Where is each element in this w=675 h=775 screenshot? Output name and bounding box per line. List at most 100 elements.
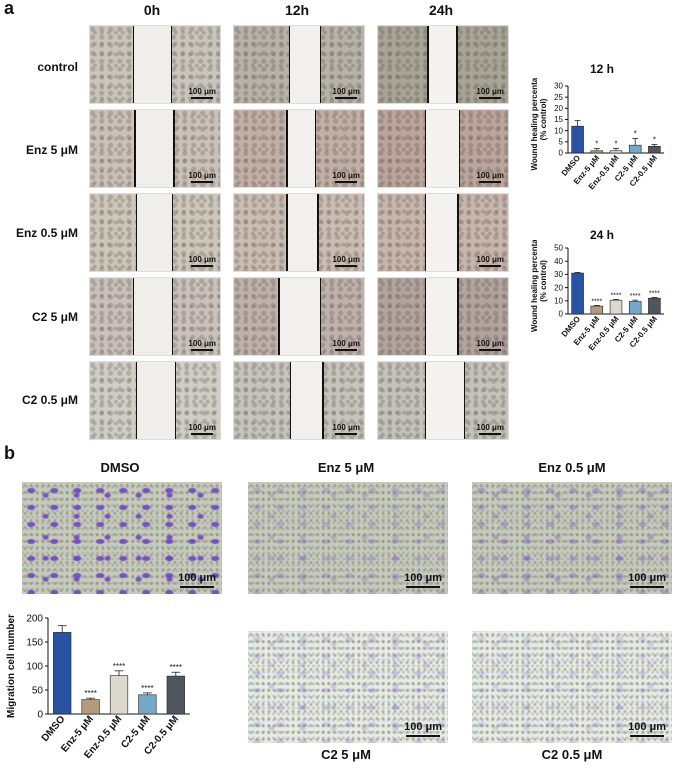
wound-image: 100 μm xyxy=(377,193,509,272)
chart-24h: 0 10 20 30 40 50 Wound healing percentage (% co… xyxy=(528,229,673,370)
cell-layer-left xyxy=(234,110,286,187)
wound-edge-line xyxy=(457,278,459,355)
wound-image: 100 μm xyxy=(233,361,365,440)
cell-layer-right xyxy=(171,194,220,271)
scale-bar: 100 μm xyxy=(332,255,360,267)
scale-bar-line xyxy=(191,181,214,183)
mig-title-c2-05: C2 0.5 μM xyxy=(541,747,603,762)
wound-edge-line xyxy=(135,194,137,271)
scale-bar-label: 100 μm xyxy=(476,423,504,432)
scale-bar-line xyxy=(191,433,214,435)
cell-layer-left xyxy=(234,194,286,271)
y-tick-label: 50 xyxy=(32,685,44,696)
cell-layer-left xyxy=(234,26,289,103)
wound-image: 100 μm xyxy=(89,277,221,356)
significance-marker: **** xyxy=(591,298,602,305)
cell-layer-right xyxy=(319,26,364,103)
bar xyxy=(53,632,72,715)
scale-bar-label: 100 μm xyxy=(188,171,216,180)
wound-edge-line xyxy=(173,110,175,187)
scale-bar-label: 100 μm xyxy=(404,721,442,733)
bar xyxy=(81,699,100,715)
wound-edge-line xyxy=(286,194,288,271)
scale-bar-label: 100 μm xyxy=(188,339,216,348)
chart-12h-title: 12 h xyxy=(590,62,615,76)
row-label-control: control xyxy=(37,60,78,74)
wound-image: 100 μm xyxy=(89,193,221,272)
scale-bar-label: 100 μm xyxy=(476,171,504,180)
y-tick-label: 20 xyxy=(554,283,563,292)
cell-layer-left xyxy=(90,278,133,355)
cell-layer-right xyxy=(456,26,508,103)
scale-bar-line xyxy=(406,735,441,737)
wound-edge-line xyxy=(289,362,292,439)
scale-bar: 100 μm xyxy=(628,721,666,737)
significance-marker: * xyxy=(634,129,637,138)
scale-bar: 100 μm xyxy=(476,255,504,267)
scale-bar-line xyxy=(335,97,358,99)
cell-layer-left xyxy=(378,194,425,271)
cell-layer-right xyxy=(174,362,220,439)
chart-12h: 0 5 10 15 20 25 30 Wound healing percentage (% c… xyxy=(528,68,673,213)
wound-image: 100 μm xyxy=(89,361,221,440)
significance-marker: **** xyxy=(170,663,182,672)
scale-bar: 100 μm xyxy=(332,87,360,99)
cell-layer-right xyxy=(314,110,364,187)
row-label-enz-05: Enz 0.5 μM xyxy=(15,226,78,240)
scale-bar: 100 μm xyxy=(476,87,504,99)
scale-bar-line xyxy=(406,586,441,588)
cell-layer-left xyxy=(90,194,136,271)
y-axis-label: Migration cell number xyxy=(6,614,17,718)
mig-title-enz-05: Enz 0.5 μM xyxy=(538,460,606,475)
wound-image: 100 μm xyxy=(377,109,509,188)
scale-bar-line xyxy=(191,265,214,267)
bar xyxy=(138,694,157,715)
wound-edge-line xyxy=(319,278,322,355)
x-tick-label: DMSO xyxy=(40,714,68,744)
cell-layer-left xyxy=(378,362,425,439)
scale-bar-line xyxy=(479,265,502,267)
y-tick-label: 0 xyxy=(37,709,43,720)
scale-bar: 100 μm xyxy=(188,87,216,99)
scale-bar: 100 μm xyxy=(332,339,360,351)
bar xyxy=(648,146,661,154)
scale-bar-line xyxy=(479,97,502,99)
y-tick-label: 25 xyxy=(554,93,563,102)
wound-image: 100 μm xyxy=(233,109,365,188)
scale-bar-label: 100 μm xyxy=(332,423,360,432)
wound-edge-line xyxy=(457,194,459,271)
wound-edge-line xyxy=(317,194,319,271)
scale-bar-line xyxy=(180,586,215,588)
scale-bar-label: 100 μm xyxy=(476,339,504,348)
chart-24h-title: 24 h xyxy=(590,228,615,242)
cell-layer-right xyxy=(457,194,508,271)
wound-edge-line xyxy=(322,362,324,439)
cell-layer-right xyxy=(317,194,364,271)
scale-bar: 100 μm xyxy=(188,255,216,267)
significance-marker: **** xyxy=(84,689,96,698)
wound-edge-line xyxy=(170,26,173,103)
cell-layer-right xyxy=(458,110,508,187)
scale-bar: 100 μm xyxy=(404,721,442,737)
scale-bar: 100 μm xyxy=(332,171,360,183)
bar xyxy=(166,675,185,715)
scale-bar: 100 μm xyxy=(188,339,216,351)
bar xyxy=(571,272,584,315)
y-axis-label: Wound healing percentage xyxy=(530,240,539,332)
cell-layer-right xyxy=(173,110,220,187)
bar xyxy=(628,144,642,154)
row-label-enz-5: Enz 5 μM xyxy=(25,143,78,157)
scale-bar-label: 100 μm xyxy=(332,87,360,96)
scale-bar-label: 100 μm xyxy=(404,572,442,584)
scale-bar-line xyxy=(191,97,214,99)
row-label-c2-05: C2 0.5 μM xyxy=(21,393,78,407)
cell-layer-right xyxy=(463,362,508,439)
wound-edge-line xyxy=(463,362,466,439)
wound-image: 100 μm xyxy=(233,25,365,104)
bar xyxy=(609,299,623,315)
significance-marker: **** xyxy=(649,291,660,298)
panel-b-letter: b xyxy=(4,443,15,463)
scale-bar-label: 100 μm xyxy=(178,572,216,584)
scale-bar-line xyxy=(335,181,358,183)
significance-marker: * xyxy=(614,140,617,149)
